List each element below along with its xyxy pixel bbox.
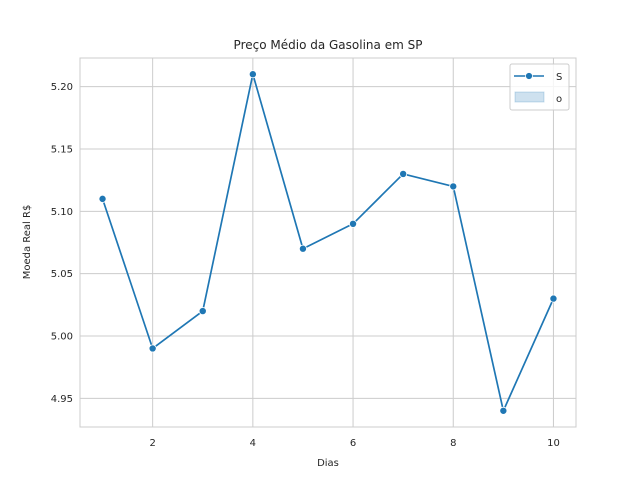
data-point bbox=[248, 70, 257, 79]
plot-area: 2 4 6 8 10 4.95 5.00 5.05 5.10 5.15 5.20 bbox=[51, 57, 577, 449]
legend: S o bbox=[509, 63, 570, 111]
x-tick-label: 4 bbox=[250, 438, 256, 449]
data-point bbox=[298, 244, 307, 253]
data-point bbox=[399, 169, 408, 178]
y-tick-label: 5.05 bbox=[51, 269, 73, 280]
x-tick-label: 10 bbox=[547, 438, 560, 449]
data-point bbox=[98, 194, 107, 203]
y-tick-label: 5.20 bbox=[51, 82, 73, 93]
y-tick-label: 5.00 bbox=[51, 331, 73, 342]
plot-frame bbox=[79, 57, 577, 428]
legend-marker-swatch bbox=[525, 72, 533, 80]
data-point bbox=[198, 307, 207, 316]
data-point bbox=[449, 182, 458, 191]
series-line bbox=[101, 73, 555, 412]
legend-band-swatch bbox=[514, 91, 545, 103]
y-tick-label: 4.95 bbox=[51, 394, 73, 405]
x-tick-label: 2 bbox=[149, 438, 155, 449]
x-axis-label: Dias bbox=[317, 458, 339, 469]
legend-entry-o: o bbox=[556, 94, 562, 105]
x-tick-label: 6 bbox=[350, 438, 356, 449]
data-point bbox=[148, 344, 157, 353]
data-point bbox=[549, 294, 558, 303]
data-point bbox=[499, 406, 508, 415]
data-point bbox=[349, 219, 358, 228]
chart-title: Preço Médio da Gasolina em SP bbox=[234, 38, 423, 52]
y-tick-label: 5.10 bbox=[51, 207, 73, 218]
legend-entry-s: S bbox=[556, 72, 562, 83]
y-axis-label: Moeda Real R$ bbox=[22, 205, 33, 280]
x-tick-label: 8 bbox=[450, 438, 456, 449]
y-tick-label: 5.15 bbox=[51, 145, 73, 156]
